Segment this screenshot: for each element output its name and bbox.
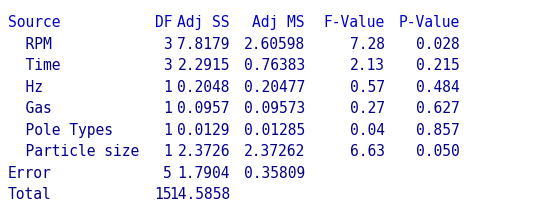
Text: 7.8179: 7.8179 <box>178 37 230 51</box>
Text: 0.484: 0.484 <box>416 79 460 95</box>
Text: Time: Time <box>8 58 61 73</box>
Text: 0.627: 0.627 <box>416 101 460 116</box>
Text: Total: Total <box>8 187 52 202</box>
Text: Error: Error <box>8 165 52 180</box>
Text: 6.63: 6.63 <box>350 144 385 159</box>
Text: 2.2915: 2.2915 <box>178 58 230 73</box>
Text: Gas: Gas <box>8 101 52 116</box>
Text: 0.050: 0.050 <box>416 144 460 159</box>
Text: F-Value: F-Value <box>324 15 385 30</box>
Text: DF: DF <box>155 15 172 30</box>
Text: 0.57: 0.57 <box>350 79 385 95</box>
Text: 1: 1 <box>163 144 172 159</box>
Text: 2.13: 2.13 <box>350 58 385 73</box>
Text: 1: 1 <box>163 79 172 95</box>
Text: 0.215: 0.215 <box>416 58 460 73</box>
Text: 1: 1 <box>163 123 172 138</box>
Text: Adj SS: Adj SS <box>178 15 230 30</box>
Text: 0.028: 0.028 <box>416 37 460 51</box>
Text: RPM: RPM <box>8 37 52 51</box>
Text: P-Value: P-Value <box>399 15 460 30</box>
Text: 15: 15 <box>155 187 172 202</box>
Text: 0.76383: 0.76383 <box>244 58 305 73</box>
Text: 2.3726: 2.3726 <box>178 144 230 159</box>
Text: 1.7904: 1.7904 <box>178 165 230 180</box>
Text: 0.04: 0.04 <box>350 123 385 138</box>
Text: 0.0129: 0.0129 <box>178 123 230 138</box>
Text: 3: 3 <box>163 37 172 51</box>
Text: 3: 3 <box>163 58 172 73</box>
Text: 1: 1 <box>163 101 172 116</box>
Text: 0.27: 0.27 <box>350 101 385 116</box>
Text: Particle size: Particle size <box>8 144 139 159</box>
Text: 0.01285: 0.01285 <box>244 123 305 138</box>
Text: 2.60598: 2.60598 <box>244 37 305 51</box>
Text: 5: 5 <box>163 165 172 180</box>
Text: Adj MS: Adj MS <box>252 15 305 30</box>
Text: 0.0957: 0.0957 <box>178 101 230 116</box>
Text: 0.857: 0.857 <box>416 123 460 138</box>
Text: Hz: Hz <box>8 79 43 95</box>
Text: 7.28: 7.28 <box>350 37 385 51</box>
Text: 0.2048: 0.2048 <box>178 79 230 95</box>
Text: 0.09573: 0.09573 <box>244 101 305 116</box>
Text: 0.20477: 0.20477 <box>244 79 305 95</box>
Text: Pole Types: Pole Types <box>8 123 113 138</box>
Text: 2.37262: 2.37262 <box>244 144 305 159</box>
Text: 0.35809: 0.35809 <box>244 165 305 180</box>
Text: Source: Source <box>8 15 61 30</box>
Text: 14.5858: 14.5858 <box>169 187 230 202</box>
